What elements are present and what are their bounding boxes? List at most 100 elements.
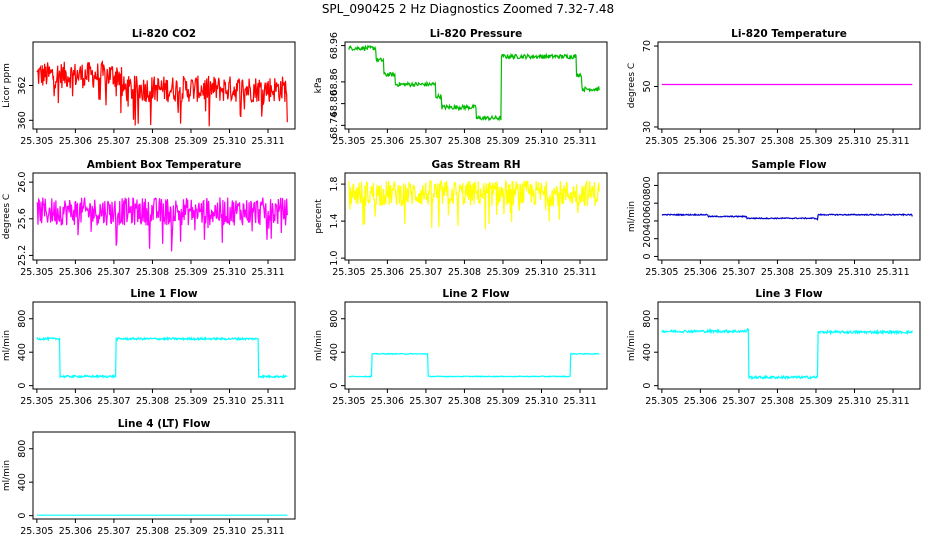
x-tick-label: 25.307 (97, 136, 130, 147)
x-tick-label: 25.306 (59, 267, 92, 278)
x-tick-label: 25.310 (838, 136, 871, 147)
chart-panel-7: Line 1 Flow ml/min 0 400 800 25.305 25.306 25.3… (2, 288, 296, 407)
y-tick-label: 400 (642, 212, 653, 230)
plot-frame (344, 41, 608, 130)
x-tick-label: 25.309 (486, 267, 519, 278)
x-tick-label: 25.309 (799, 396, 832, 407)
chart-panel-10: Line 4 (LT) Flow ml/min 0 400 800 25.305 25.30… (2, 418, 296, 537)
x-tick-label: 25.307 (409, 267, 442, 278)
x-tick-label: 25.310 (213, 526, 246, 537)
y-tick-label: 200 (642, 230, 653, 248)
x-tick-label: 25.311 (876, 396, 909, 407)
x-tick-label: 25.310 (525, 136, 558, 147)
chart-panel-4: Ambient Box Temperature degrees C 25.2 25.6… (2, 159, 296, 278)
y-axis-label: degrees C (627, 63, 637, 108)
panel-title: Li-820 Temperature (731, 28, 847, 40)
x-tick-label: 25.307 (97, 526, 130, 537)
x-tick-label: 25.308 (448, 396, 481, 407)
x-tick-label: 25.308 (136, 267, 169, 278)
x-tick-label: 25.308 (761, 267, 794, 278)
panel-title: Ambient Box Temperature (87, 159, 242, 171)
panel-title: Li-820 CO2 (132, 28, 196, 40)
x-tick-label: 25.305 (20, 526, 53, 537)
y-tick-label: 1.4 (329, 214, 340, 229)
chart-panel-3: Li-820 Temperature degrees C 30 50 70 25.305 2… (627, 28, 921, 147)
x-tick-label: 25.311 (876, 267, 909, 278)
y-tick-label: 600 (642, 194, 653, 212)
x-tick-label: 25.305 (20, 396, 53, 407)
x-tick-label: 25.310 (213, 136, 246, 147)
plot-frame (657, 41, 921, 130)
plot-frame (657, 301, 921, 390)
x-tick-label: 25.305 (332, 267, 365, 278)
x-tick-label: 25.309 (799, 267, 832, 278)
y-tick-label: 1.8 (329, 177, 340, 192)
series-line-co2 (36, 59, 288, 127)
x-tick-label: 25.311 (251, 526, 284, 537)
plot-frame (657, 172, 921, 261)
chart-panel-5: Gas Stream RH percent 1.0 1.4 1.8 25.305 25.30… (314, 159, 608, 278)
plot-frame (32, 301, 296, 390)
y-axis-label: ml/min (2, 460, 12, 491)
x-tick-label: 25.307 (409, 136, 442, 147)
y-axis-label: ml/min (627, 201, 637, 232)
x-tick-label: 25.307 (722, 267, 755, 278)
x-tick-label: 25.307 (97, 396, 130, 407)
x-tick-label: 25.311 (563, 267, 596, 278)
panel-title: Sample Flow (751, 159, 826, 171)
x-tick-label: 25.309 (486, 136, 519, 147)
x-tick-label: 25.311 (563, 136, 596, 147)
x-tick-label: 25.308 (448, 267, 481, 278)
x-tick-label: 25.305 (645, 267, 678, 278)
y-tick-label: 1.0 (329, 251, 340, 266)
x-tick-label: 25.311 (563, 396, 596, 407)
x-tick-label: 25.310 (838, 267, 871, 278)
y-tick-label: 800 (17, 440, 28, 458)
x-tick-label: 25.308 (136, 136, 169, 147)
y-tick-label: 25.6 (17, 208, 28, 229)
x-tick-label: 25.309 (174, 136, 207, 147)
chart-panel-9: Line 3 Flow ml/min 0 400 800 25.305 25.306 25.3… (627, 288, 921, 407)
panel-title: Line 2 Flow (442, 288, 509, 300)
y-tick-label: 0 (329, 383, 340, 389)
plot-frame (344, 301, 608, 390)
x-tick-label: 25.310 (838, 396, 871, 407)
x-tick-label: 25.310 (213, 396, 246, 407)
x-tick-label: 25.305 (332, 396, 365, 407)
x-tick-label: 25.306 (371, 136, 404, 147)
y-tick-label: 26.0 (17, 172, 28, 193)
y-tick-label: 0 (17, 513, 28, 519)
plot-frame (344, 172, 608, 261)
y-axis-label: ml/min (2, 330, 12, 361)
x-tick-label: 25.310 (213, 267, 246, 278)
y-tick-label: 360 (17, 111, 28, 129)
y-tick-label: 0 (17, 383, 28, 389)
y-tick-label: 800 (17, 310, 28, 328)
x-tick-label: 25.309 (174, 267, 207, 278)
series-line-line3 (661, 327, 913, 381)
series-line-pressure (348, 44, 600, 122)
plot-frame (32, 172, 296, 261)
y-tick-label: 68.74 (329, 112, 340, 139)
x-tick-label: 25.307 (722, 136, 755, 147)
series-line-line2 (348, 352, 600, 378)
x-tick-label: 25.309 (799, 136, 832, 147)
y-tick-label: 362 (17, 76, 28, 94)
y-tick-label: 400 (17, 343, 28, 361)
chart-panel-8: Line 2 Flow ml/min 0 400 800 25.305 25.306 25.3… (314, 288, 608, 407)
y-tick-label: 400 (17, 473, 28, 491)
y-axis-label: ml/min (627, 330, 637, 361)
series-line-sample (661, 213, 913, 222)
y-tick-label: 25.2 (17, 245, 28, 266)
y-tick-label: 30 (642, 121, 653, 133)
x-tick-label: 25.306 (684, 267, 717, 278)
x-tick-label: 25.306 (59, 396, 92, 407)
y-tick-label: 0 (642, 383, 653, 389)
x-tick-label: 25.310 (525, 267, 558, 278)
panel-title: Gas Stream RH (431, 159, 520, 171)
x-tick-label: 25.311 (251, 267, 284, 278)
x-tick-label: 25.308 (761, 136, 794, 147)
x-tick-label: 25.306 (371, 396, 404, 407)
